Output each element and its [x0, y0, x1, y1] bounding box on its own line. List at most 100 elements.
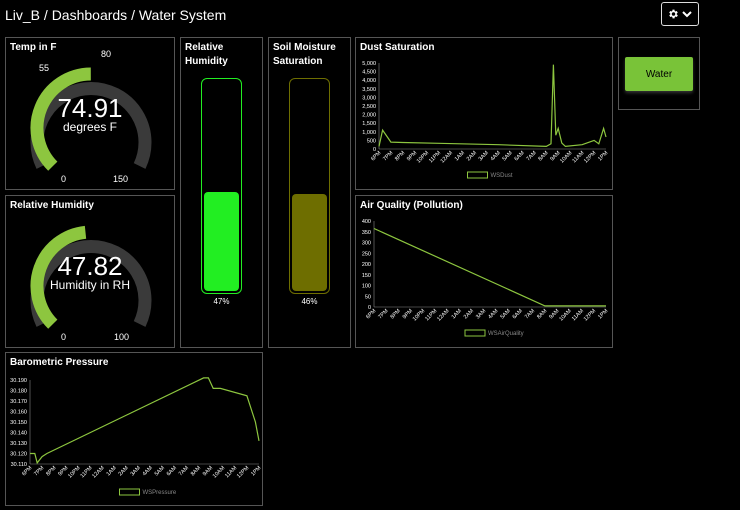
- y-tick-label: 5,000: [362, 61, 376, 67]
- y-tick-label: 30.180: [10, 389, 27, 395]
- x-tick-label: 10PM: [412, 308, 427, 323]
- x-tick-label: 11AM: [571, 308, 585, 322]
- x-tick-label: 8AM: [190, 465, 203, 478]
- y-tick-label: 30.170: [10, 399, 27, 405]
- y-tick-label: 3,000: [362, 95, 376, 101]
- y-tick-label: 1,500: [362, 121, 376, 127]
- x-tick-label: 2AM: [118, 465, 131, 478]
- gauge-high-marker: 80: [101, 49, 112, 59]
- legend-label: WSDust: [491, 173, 513, 179]
- gauge-fill: [30, 225, 87, 329]
- x-tick-label: 7PM: [33, 465, 46, 478]
- temp-gauge-panel: Temp in F 74.91 degrees F 0 150 55 80: [5, 37, 175, 190]
- panel-title: Relative Humidity: [185, 42, 228, 67]
- dust-chart-panel: Dust Saturation 5,000 4,500 4,000 3,500 3,00…: [355, 37, 613, 190]
- series-line: [378, 64, 607, 148]
- y-tick-label: 250: [362, 251, 371, 257]
- soil-bar-frame: [289, 78, 330, 294]
- legend-label: WSPressure: [143, 490, 177, 496]
- y-tick-label: 30.110: [11, 462, 27, 468]
- x-tick-label: 7PM: [377, 308, 390, 321]
- y-tick-label: 0: [373, 147, 376, 153]
- x-tick-label: 4AM: [142, 465, 155, 478]
- x-tick-label: 8PM: [394, 150, 407, 163]
- x-tick-label: 1PM: [250, 465, 262, 478]
- panel-title: Barometric Pressure: [10, 357, 109, 368]
- breadcrumb: Liv_B / Dashboards / Water System: [5, 7, 227, 23]
- x-tick-label: 6AM: [514, 150, 527, 163]
- gauge-value: 47.82: [57, 251, 123, 281]
- legend-swatch: [464, 329, 486, 337]
- panel-title: Soil Moisture Saturation: [273, 42, 336, 67]
- x-tick-label: 10PM: [416, 150, 431, 165]
- series-line: [373, 227, 606, 307]
- y-tick-label: 0: [368, 305, 371, 311]
- gauge-unit: degrees F: [62, 120, 118, 134]
- panel-title: Dust Saturation: [360, 42, 435, 53]
- y-tick-label: 100: [362, 284, 371, 290]
- y-tick-label: 30.160: [10, 410, 27, 416]
- x-tick-label: 10AM: [558, 308, 573, 323]
- x-tick-label: 2AM: [466, 150, 479, 163]
- y-tick-label: 4,000: [362, 78, 376, 84]
- pressure-chart-panel: Barometric Pressure 30.190 30.180 30.170 30…: [5, 352, 263, 506]
- soil-bar-panel: Soil Moisture Saturation 46%: [268, 37, 351, 348]
- humidity-gauge-panel: Relative Humidity 47.82 Humidity in RH 0…: [5, 195, 175, 348]
- temp-gauge: [30, 67, 152, 171]
- x-tick-label: 8PM: [390, 308, 403, 321]
- y-tick-label: 2,000: [362, 113, 376, 119]
- x-tick-label: 12AM: [440, 150, 455, 165]
- x-tick-label: 11PM: [424, 308, 438, 322]
- x-tick-label: 12PM: [583, 150, 598, 165]
- x-tick-label: 7AM: [525, 150, 538, 163]
- y-tick-label: 30.150: [10, 420, 27, 426]
- y-tick-label: 30.140: [10, 431, 27, 437]
- soil-bar-percent: 46%: [301, 297, 318, 306]
- water-control-panel: Water: [618, 37, 700, 110]
- air-quality-chart-panel: Air Quality (Pollution) 400 350 300 250 200 1…: [355, 195, 613, 348]
- humidity-bar-frame: [201, 78, 242, 294]
- x-tick-label: 7AM: [178, 465, 191, 478]
- x-tick-label: 4AM: [487, 308, 500, 321]
- x-tick-label: 1AM: [451, 308, 464, 321]
- y-tick-label: 3,500: [362, 87, 376, 93]
- soil-bar-fill: [292, 194, 327, 291]
- x-tick-label: 12PM: [583, 308, 598, 323]
- x-tick-label: 4AM: [490, 150, 503, 163]
- x-tick-label: 6AM: [166, 465, 179, 478]
- settings-menu-button[interactable]: [661, 2, 699, 26]
- x-tick-label: 3AM: [475, 308, 488, 321]
- x-tick-label: 1AM: [106, 465, 119, 478]
- y-tick-label: 4,500: [362, 70, 376, 76]
- y-tick-label: 30.120: [10, 452, 27, 458]
- dust-chart: 5,000 4,500 4,000 3,500 3,000 2,500 2,000 1,500…: [362, 61, 609, 179]
- chevron-down-icon: [682, 11, 692, 18]
- y-tick-label: 1,000: [362, 130, 376, 136]
- humidity-gauge: [30, 225, 152, 329]
- x-tick-label: 5AM: [154, 465, 167, 478]
- gauge-max: 150: [113, 174, 129, 184]
- x-tick-label: 12PM: [236, 465, 251, 480]
- humidity-bar-fill: [204, 192, 239, 291]
- water-button[interactable]: Water: [625, 57, 693, 91]
- x-tick-label: 5AM: [499, 308, 512, 321]
- x-tick-label: 10PM: [67, 465, 82, 480]
- panel-title: Air Quality (Pollution): [360, 200, 463, 211]
- humidity-bar-percent: 47%: [213, 297, 230, 306]
- legend-label: WSAirQuality: [488, 331, 524, 337]
- x-tick-label: 8AM: [537, 150, 550, 163]
- legend-swatch: [119, 488, 140, 496]
- y-tick-label: 400: [362, 219, 371, 225]
- x-tick-label: 7PM: [382, 150, 395, 163]
- panel-title: Temp in F: [10, 42, 57, 53]
- gauge-min: 0: [61, 332, 67, 342]
- gauge-value: 74.91: [57, 93, 123, 123]
- gauge-max: 100: [114, 332, 130, 342]
- gear-icon: [669, 9, 678, 19]
- x-tick-label: 10AM: [559, 150, 574, 165]
- y-tick-label: 50: [365, 294, 371, 300]
- x-tick-label: 3AM: [130, 465, 143, 478]
- gauge-low-marker: 55: [39, 63, 50, 73]
- y-tick-label: 2,500: [362, 104, 376, 110]
- x-tick-label: 5AM: [502, 150, 515, 163]
